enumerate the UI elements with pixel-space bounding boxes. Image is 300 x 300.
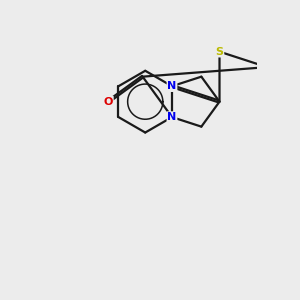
Text: O: O (103, 97, 113, 106)
Text: S: S (215, 47, 223, 57)
Text: N: N (167, 112, 177, 122)
Text: N: N (167, 81, 177, 91)
